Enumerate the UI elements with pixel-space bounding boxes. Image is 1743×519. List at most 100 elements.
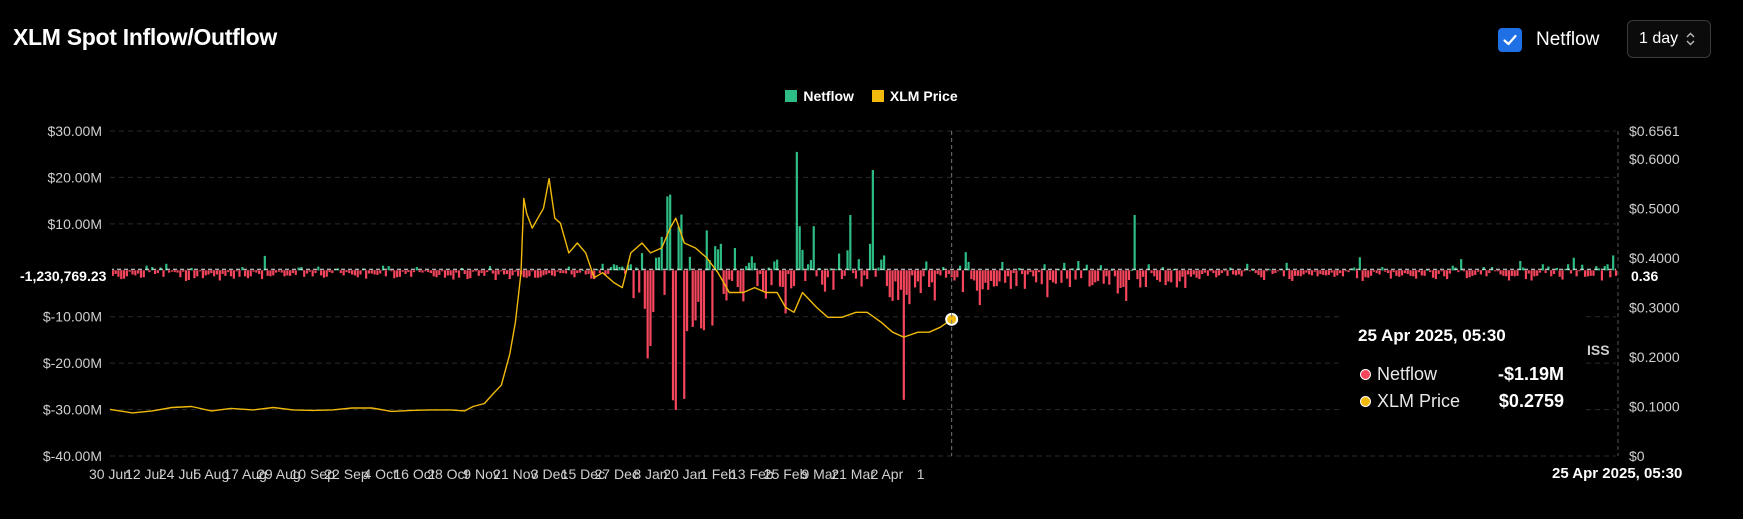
netflow-bar (1564, 268, 1567, 271)
watermark: ISS (1587, 342, 1610, 358)
netflow-bar (868, 243, 872, 271)
netflow-bar (1555, 267, 1558, 271)
netflow-bar (604, 270, 607, 276)
netflow-bar (866, 270, 869, 280)
netflow-bar (1119, 270, 1122, 288)
netflow-bar (353, 270, 357, 276)
netflow-bar (1094, 270, 1097, 283)
netflow-bar (1462, 270, 1466, 272)
netflow-bar (1305, 270, 1308, 273)
netflow-bar (947, 270, 950, 274)
netflow-bar (939, 270, 942, 276)
netflow-bar (1015, 270, 1018, 287)
netflow-bar (477, 270, 480, 276)
netflow-bar (1265, 270, 1269, 272)
netflow-bar (880, 259, 883, 271)
netflow-bar (911, 270, 914, 276)
netflow-bar (1049, 270, 1052, 281)
netflow-bar (753, 262, 756, 271)
netflow-bar (745, 266, 748, 271)
netflow-bar (742, 270, 745, 302)
netflow-bar (1344, 270, 1347, 272)
netflow-bar (497, 270, 500, 275)
netflow-checkbox[interactable] (1498, 28, 1522, 52)
netflow-bar (1277, 270, 1280, 272)
netflow-bar (1308, 270, 1311, 275)
netflow-bar (798, 226, 801, 271)
netflow-bar (1389, 270, 1392, 279)
netflow-bar (480, 270, 483, 274)
netflow-bar (1583, 270, 1587, 277)
netflow-bar (410, 270, 413, 277)
legend-item-price[interactable]: XLM Price (871, 88, 958, 104)
netflow-bar (863, 270, 866, 276)
netflow-bar (365, 270, 368, 279)
netflow-bar (573, 270, 576, 278)
tooltip-value: $0.2759 (1498, 391, 1564, 411)
netflow-bar (384, 270, 387, 277)
netflow-bar (697, 270, 700, 302)
netflow-bar (1240, 270, 1243, 277)
interval-select[interactable]: 1 day (1627, 20, 1711, 58)
netflow-bar (905, 270, 908, 295)
netflow-bar (1018, 267, 1021, 271)
netflow-bar (925, 261, 928, 271)
netflow-bar (1561, 270, 1564, 280)
netflow-bar (995, 270, 998, 287)
netflow-toggle-label: Netflow (1536, 29, 1600, 50)
netflow-bar (640, 253, 644, 271)
netflow-bar (370, 270, 373, 274)
netflow-bar (393, 270, 396, 279)
netflow-bar (1046, 270, 1049, 298)
netflow-bar (1451, 265, 1454, 271)
netflow-bar (345, 270, 348, 273)
netflow-bar (1578, 270, 1581, 272)
netflow-bar (871, 170, 874, 271)
tooltip-value: -$1.19M (1497, 364, 1564, 384)
netflow-bar (221, 270, 224, 274)
legend-item-netflow[interactable]: Netflow (785, 88, 854, 104)
netflow-bar (1347, 270, 1350, 273)
netflow-bar (1513, 270, 1516, 277)
netflow-bar (421, 270, 424, 273)
netflow-bar (367, 270, 371, 274)
netflow-bar (1369, 270, 1373, 276)
netflow-bar (562, 270, 565, 274)
netflow-bar (1496, 270, 1499, 272)
netflow-bar (626, 265, 630, 271)
netflow-bar (1333, 270, 1336, 277)
netflow-bar (198, 270, 202, 272)
netflow-bar (1302, 270, 1305, 275)
netflow-bar (227, 270, 230, 273)
netflow-bar (716, 249, 720, 271)
y-right-tick-label: $0.3000 (1629, 299, 1680, 315)
tooltip-label: XLM Price (1377, 391, 1461, 411)
netflow-bar (122, 270, 126, 279)
netflow-bar (162, 270, 165, 277)
netflow-bar (1502, 270, 1505, 276)
netflow-bar (429, 270, 433, 274)
netflow-bar (581, 269, 585, 271)
netflow-bar (117, 270, 120, 277)
netflow-bar (204, 270, 207, 276)
netflow-bar (761, 270, 765, 291)
netflow-bar (1203, 270, 1207, 273)
netflow-bar (1395, 270, 1398, 276)
netflow-bar (1522, 267, 1525, 271)
netflow-bar (255, 270, 258, 273)
netflow-bar (134, 270, 137, 276)
netflow-bar (452, 270, 455, 280)
netflow-bar (801, 249, 804, 271)
netflow-bar (311, 270, 314, 277)
netflow-bar (652, 270, 655, 313)
netflow-toggle[interactable]: Netflow (1498, 28, 1599, 52)
netflow-bar (404, 270, 407, 274)
netflow-bar (1054, 270, 1057, 284)
netflow-bar (607, 270, 610, 274)
netflow-bar (1212, 270, 1215, 274)
netflow-bar (350, 270, 354, 275)
netflow-bar (556, 270, 559, 272)
netflow-bar (356, 270, 359, 278)
crosshair (110, 131, 1616, 456)
